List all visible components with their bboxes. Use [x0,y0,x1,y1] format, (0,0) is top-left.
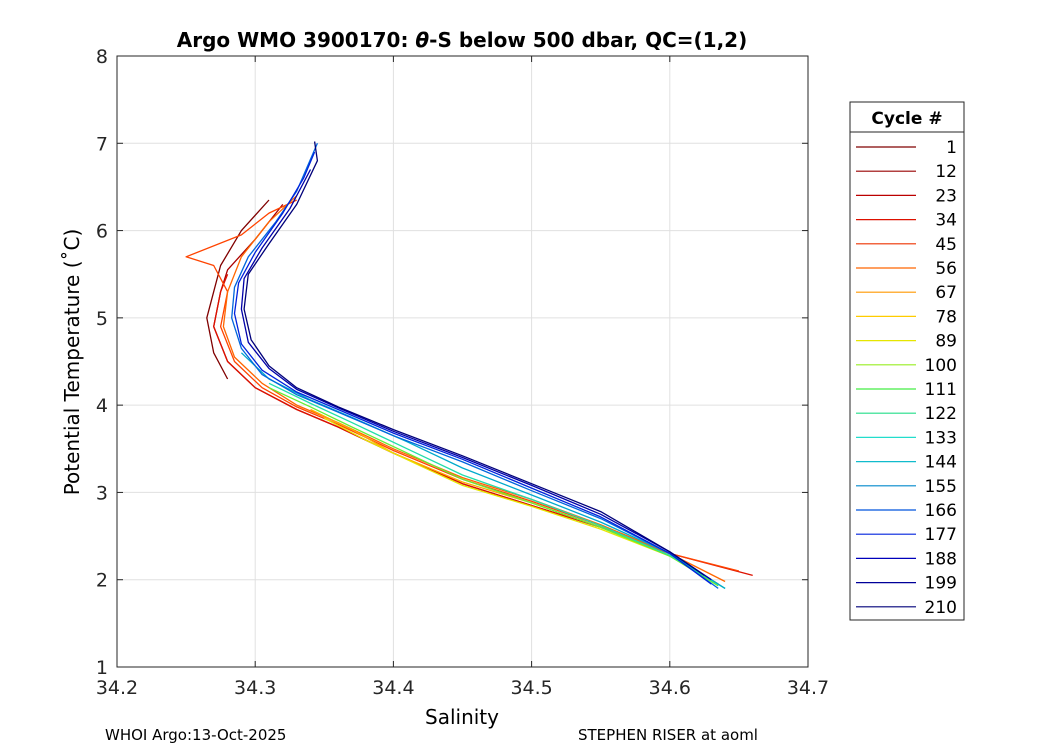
legend-label-122: 122 [925,404,957,424]
x-tick-label: 34.6 [649,677,691,699]
series-line-6 [323,417,719,585]
legend-label-67: 67 [935,283,957,303]
x-tick-label: 34.5 [510,677,552,699]
legend-label-23: 23 [935,186,957,206]
data-series [185,141,753,589]
y-tick-label: 1 [96,657,108,679]
legend-label-210: 210 [925,598,957,618]
series-line-11 [233,151,712,585]
legend-title: Cycle # [871,109,942,129]
y-tick-label: 6 [96,221,108,243]
y-tick-label: 5 [96,308,108,330]
x-tick-label: 34.3 [234,677,276,699]
legend-label-45: 45 [935,235,957,255]
series-line-0 [206,199,270,380]
legend-label-133: 133 [925,428,957,448]
y-axis-label: Potential Temperature (˚C) [60,229,84,496]
series-line-8 [268,382,726,589]
x-axis-label: Salinity [425,705,499,729]
chart-title: Argo WMO 3900170: θ-S below 500 dbar, QC… [177,28,747,52]
legend-label-188: 188 [925,549,957,569]
legend-label-166: 166 [925,501,957,521]
series-line-10 [231,143,719,589]
legend-label-111: 111 [925,380,957,400]
legend-label-144: 144 [925,453,957,473]
x-tick-label: 34.7 [787,677,829,699]
y-tick-label: 3 [96,482,108,504]
plot-area-frame [116,55,809,668]
series-line-13 [243,141,705,576]
series-line-2 [213,273,753,577]
x-tick-label: 34.4 [372,677,414,699]
legend-label-155: 155 [925,477,957,497]
legend-label-89: 89 [935,332,957,352]
legend-label-78: 78 [935,307,957,327]
legend-label-177: 177 [925,525,957,545]
footer-left-credit: WHOI Argo:13-Oct-2025 [105,726,287,744]
series-line-1 [213,203,719,585]
legend: Cycle # 1 12 23 34 45 56 67 78 89 100 111 122 133 144… [849,101,965,621]
legend-label-12: 12 [935,162,957,182]
footer-right-credit: STEPHEN RISER at aoml [578,726,758,744]
axis-ticks: 34.2 34.3 34.4 34.5 34.6 34.7 1 2 3 4 5 6 7 8 [96,46,829,699]
legend-label-199: 199 [925,574,957,594]
legend-label-100: 100 [925,356,957,376]
y-tick-label: 8 [96,46,108,68]
y-tick-label: 2 [96,570,108,592]
series-line-7 [268,387,719,587]
series-line-9 [240,352,726,589]
y-tick-label: 7 [96,133,108,155]
x-tick-label: 34.2 [96,677,138,699]
y-tick-label: 4 [96,395,108,417]
legend-label-34: 34 [935,211,957,231]
legend-label-56: 56 [935,259,957,279]
legend-label-1: 1 [946,138,957,158]
series-line-12 [240,169,712,581]
series-line-3 [185,199,740,572]
